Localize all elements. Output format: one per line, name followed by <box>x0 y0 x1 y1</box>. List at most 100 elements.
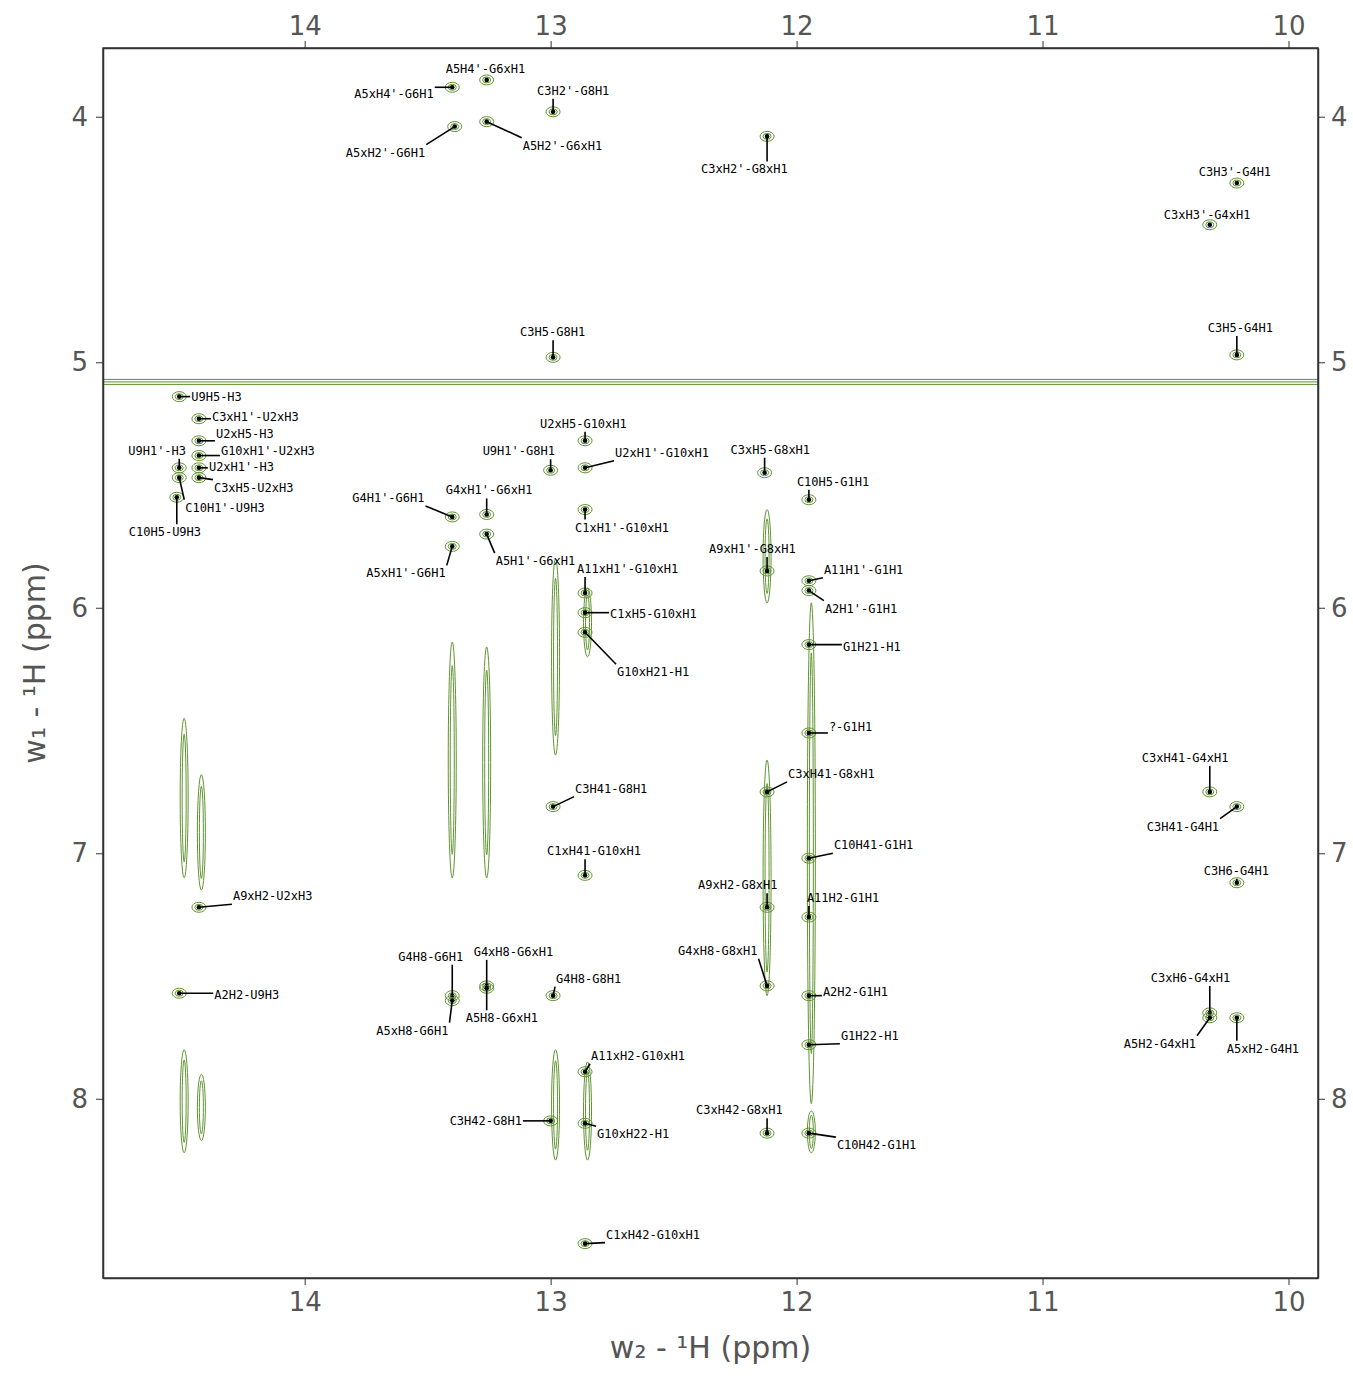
tick: 4 <box>1318 102 1348 132</box>
ridge <box>586 595 590 650</box>
leader-line <box>585 1064 590 1072</box>
peak-label: A2H2-G1H1 <box>823 985 888 999</box>
peak-label: A11H1'-G1H1 <box>824 563 903 577</box>
tick-label: 4 <box>71 102 88 132</box>
tick-mark <box>1318 608 1325 609</box>
leader-line <box>809 1044 840 1045</box>
tick: 5 <box>1318 347 1348 377</box>
peak-contour <box>1206 222 1214 228</box>
peak-label: G10xH21-H1 <box>617 665 689 679</box>
tick-label: 7 <box>1331 838 1348 868</box>
tick-mark <box>551 41 552 48</box>
tick: 6 <box>71 593 103 623</box>
leader-line <box>767 782 787 792</box>
leader-line <box>1197 1018 1210 1036</box>
ridge <box>180 718 188 878</box>
peak-label: C3H6-G4H1 <box>1204 864 1269 878</box>
peak-label: C3H3'-G4H1 <box>1199 165 1271 179</box>
x-axis-top: 1413121110 <box>104 11 1319 49</box>
tick-label: 8 <box>1331 1084 1348 1114</box>
tick-label: 13 <box>535 11 568 41</box>
tick-mark <box>797 1278 798 1285</box>
tick-mark <box>96 362 103 363</box>
tick-mark <box>1318 117 1325 118</box>
leader-line <box>766 557 768 571</box>
leader-line <box>450 1001 453 1023</box>
peak-label: A11H2-G1H1 <box>807 891 879 905</box>
peak-label: A5H2'-G6xH1 <box>523 139 602 153</box>
tick: 4 <box>71 102 103 132</box>
ridge <box>182 734 186 862</box>
leader-line <box>766 136 768 161</box>
peak-label: C3xH3'-G4xH1 <box>1164 208 1251 222</box>
leader-line <box>809 591 824 601</box>
leader-line <box>809 1133 836 1137</box>
peak-label: ?-G1H1 <box>829 720 872 734</box>
tick-label: 11 <box>1026 1287 1059 1317</box>
ridge <box>199 786 203 878</box>
peak-label: G4H1'-G6H1 <box>352 491 424 505</box>
frame <box>103 48 1318 1278</box>
peak-label: C10H41-G1H1 <box>834 838 913 852</box>
peak-label: G10xH22-H1 <box>597 1127 669 1141</box>
tick: 14 <box>289 1278 322 1317</box>
axis-line <box>104 48 1319 50</box>
ridge <box>765 519 769 594</box>
tick-label: 6 <box>1331 593 1348 623</box>
peak-label: A2H1'-G1H1 <box>825 602 897 616</box>
tick-label: 7 <box>71 838 88 868</box>
leader-line <box>486 960 488 986</box>
tick: 14 <box>289 11 322 48</box>
y-axis-left: 45678 <box>71 49 103 1279</box>
ridge <box>485 670 489 855</box>
tick-mark <box>1318 362 1325 363</box>
tick-mark <box>1043 1278 1044 1285</box>
peak <box>1235 181 1240 186</box>
peak-label: C3H42-G8H1 <box>450 1114 522 1128</box>
leader-line <box>199 418 211 420</box>
tick-mark <box>1288 1278 1289 1285</box>
tick-label: 8 <box>71 1084 88 1114</box>
leader-line <box>487 122 522 138</box>
chart: 141312111014131211104567845678w₂ - ¹H (p… <box>0 0 1353 1378</box>
peak-label: A2H2-U9H3 <box>214 988 279 1002</box>
leader-line <box>199 904 232 907</box>
tick: 6 <box>1318 593 1348 623</box>
tick-mark <box>305 1278 306 1285</box>
leader-line <box>809 995 822 997</box>
leader-line <box>809 853 833 858</box>
tick-label: 5 <box>1331 347 1348 377</box>
tick: 12 <box>781 11 814 48</box>
leader-line <box>585 612 609 614</box>
peak-label: A9xH1'-G8xH1 <box>709 542 796 556</box>
peak-label: A5H4'-G6xH1 <box>446 62 525 76</box>
tick-label: 11 <box>1026 11 1059 41</box>
plot-area <box>103 75 1318 1249</box>
ridge <box>483 647 491 878</box>
leader-line <box>809 578 823 581</box>
peak-label: C3H2'-G8H1 <box>537 84 609 98</box>
tick-mark <box>96 853 103 854</box>
peak-label: C3xH2'-G8xH1 <box>701 162 788 176</box>
peak-label: A5H8-G6xH1 <box>466 1011 538 1025</box>
tick-mark <box>551 1278 552 1285</box>
peak-label: G4xH8-G8xH1 <box>678 944 757 958</box>
leader-line <box>426 127 455 145</box>
peak-contour <box>1233 180 1241 186</box>
leader-line <box>809 732 828 734</box>
peak-contour <box>480 75 494 85</box>
peak-label: C3xH42-G8xH1 <box>696 1103 783 1117</box>
peak-label: U9H1'-H3 <box>128 444 186 458</box>
peak-label: C3H41-G4H1 <box>1147 820 1219 834</box>
peak-label: U2xH5-G10xH1 <box>540 417 627 431</box>
ridge <box>554 1061 558 1149</box>
leader-line <box>199 478 213 480</box>
peak-labels: A5H4'-G6xH1A5xH4'-G6H1C3H2'-G8H1A5xH2'-G… <box>128 62 1299 1244</box>
peak-label: C10H1'-U9H3 <box>185 501 264 515</box>
tick: 13 <box>535 11 568 48</box>
background <box>0 0 1353 1378</box>
solvent-line <box>103 379 1318 380</box>
leader-line <box>426 506 453 517</box>
peak-label: A9xH2-U2xH3 <box>233 889 312 903</box>
peak-label: A5xH8-G6H1 <box>376 1024 448 1038</box>
